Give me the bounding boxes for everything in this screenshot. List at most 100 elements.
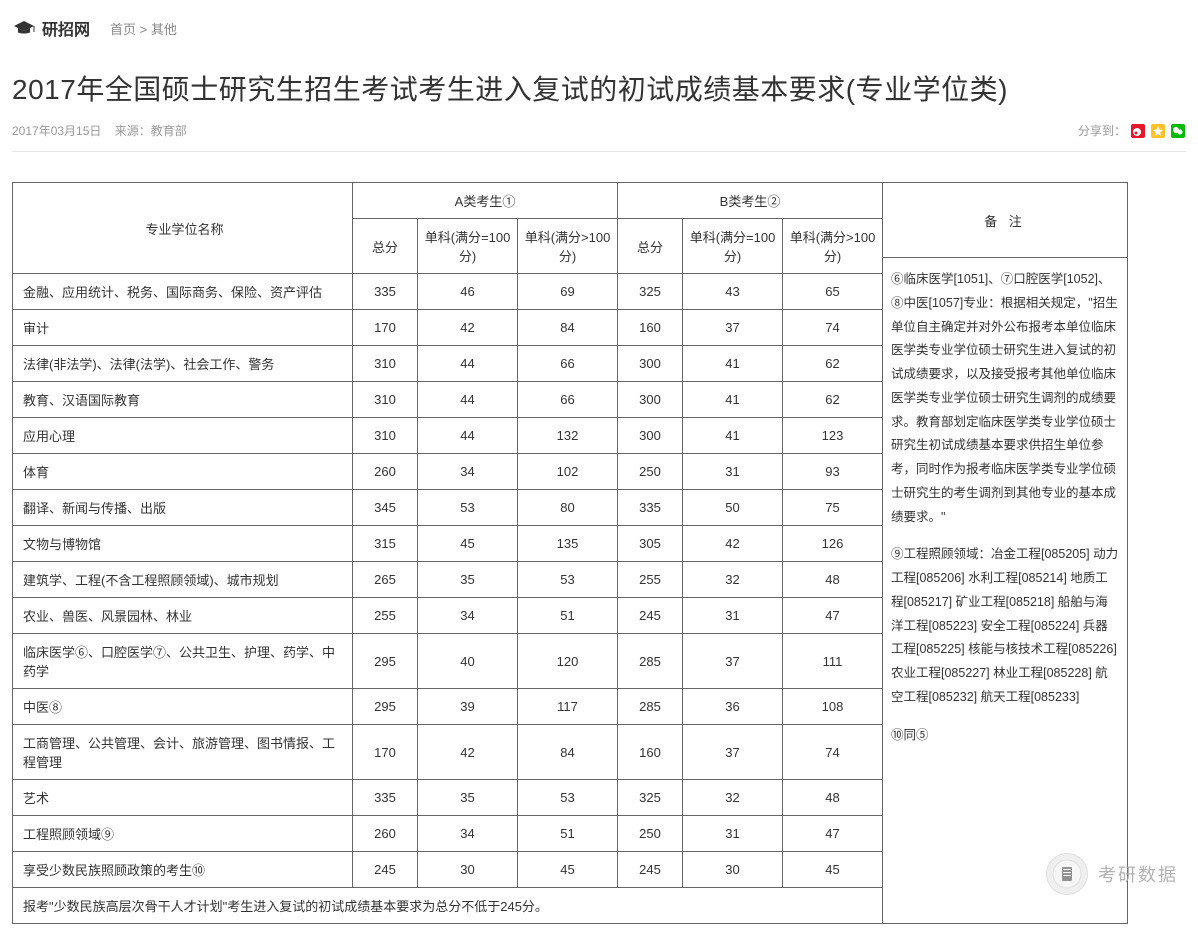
wechat-icon[interactable] (1170, 123, 1186, 139)
cell-b-sgt: 45 (783, 852, 883, 888)
cell-a-sgt: 69 (518, 274, 618, 310)
cell-b-s100: 32 (683, 780, 783, 816)
cell-b-sgt: 74 (783, 725, 883, 780)
breadcrumb: 首页 > 其他 (110, 19, 177, 38)
table-row: 金融、应用统计、税务、国际商务、保险、资产评估 335 46 69 325 43… (13, 274, 883, 310)
table-row: 临床医学⑥、口腔医学⑦、公共卫生、护理、药学、中药学 295 40 120 28… (13, 634, 883, 689)
cell-b-total: 255 (618, 562, 683, 598)
cell-b-total: 305 (618, 526, 683, 562)
cell-b-sgt: 65 (783, 274, 883, 310)
cell-a-s100: 45 (418, 526, 518, 562)
share-label: 分享到： (1078, 122, 1126, 139)
header-b-sub100: 单科(满分=100分) (683, 219, 783, 274)
cell-b-sgt: 75 (783, 490, 883, 526)
cell-b-s100: 31 (683, 816, 783, 852)
cell-name: 应用心理 (13, 418, 353, 454)
header-a-total: 总分 (353, 219, 418, 274)
cell-a-sgt: 117 (518, 689, 618, 725)
cell-a-s100: 34 (418, 454, 518, 490)
cell-b-total: 250 (618, 816, 683, 852)
table-row: 文物与博物馆 315 45 135 305 42 126 (13, 526, 883, 562)
cell-b-sgt: 74 (783, 310, 883, 346)
cell-name: 文物与博物馆 (13, 526, 353, 562)
cell-a-sgt: 53 (518, 562, 618, 598)
cell-b-total: 245 (618, 852, 683, 888)
cell-name: 临床医学⑥、口腔医学⑦、公共卫生、护理、药学、中药学 (13, 634, 353, 689)
header-a-sub100: 单科(满分=100分) (418, 219, 518, 274)
cell-a-sgt: 51 (518, 816, 618, 852)
header-name: 专业学位名称 (13, 183, 353, 274)
cell-a-s100: 44 (418, 346, 518, 382)
cell-a-total: 245 (353, 852, 418, 888)
cell-name: 艺术 (13, 780, 353, 816)
cell-a-sgt: 102 (518, 454, 618, 490)
cell-b-total: 300 (618, 418, 683, 454)
cell-a-s100: 30 (418, 852, 518, 888)
cell-b-total: 325 (618, 780, 683, 816)
header-a-subgt: 单科(满分>100分) (518, 219, 618, 274)
table-row: 农业、兽医、风景园林、林业 255 34 51 245 31 47 (13, 598, 883, 634)
cell-a-s100: 35 (418, 780, 518, 816)
cell-b-s100: 31 (683, 598, 783, 634)
table-row: 享受少数民族照顾政策的考生⑩ 245 30 45 245 30 45 (13, 852, 883, 888)
cell-a-sgt: 66 (518, 382, 618, 418)
cell-b-s100: 41 (683, 346, 783, 382)
cell-a-sgt: 66 (518, 346, 618, 382)
table-row: 工程照顾领域⑨ 260 34 51 250 31 47 (13, 816, 883, 852)
cell-name: 建筑学、工程(不含工程照顾领域)、城市规划 (13, 562, 353, 598)
table-row: 法律(非法学)、法律(法学)、社会工作、警务 310 44 66 300 41 … (13, 346, 883, 382)
cell-b-sgt: 111 (783, 634, 883, 689)
qzone-icon[interactable] (1150, 123, 1166, 139)
cell-a-total: 345 (353, 490, 418, 526)
header-b-subgt: 单科(满分>100分) (783, 219, 883, 274)
cell-a-total: 170 (353, 725, 418, 780)
cell-b-s100: 37 (683, 310, 783, 346)
cell-a-s100: 53 (418, 490, 518, 526)
cell-a-s100: 34 (418, 816, 518, 852)
cell-b-total: 160 (618, 725, 683, 780)
logo-section[interactable]: 研招网 (12, 16, 90, 40)
watermark: 考研数据 (1046, 853, 1178, 895)
share-section: 分享到： (1078, 122, 1186, 139)
cell-a-s100: 35 (418, 562, 518, 598)
cell-name: 中医⑧ (13, 689, 353, 725)
cell-a-s100: 39 (418, 689, 518, 725)
cell-b-s100: 30 (683, 852, 783, 888)
cell-a-total: 310 (353, 418, 418, 454)
cell-a-s100: 44 (418, 382, 518, 418)
cell-b-s100: 32 (683, 562, 783, 598)
cell-b-sgt: 62 (783, 382, 883, 418)
watermark-avatar-icon (1046, 853, 1088, 895)
cell-b-total: 335 (618, 490, 683, 526)
cell-b-s100: 41 (683, 382, 783, 418)
cell-b-sgt: 123 (783, 418, 883, 454)
notes-header: 备 注 (883, 183, 1127, 258)
cell-b-total: 300 (618, 346, 683, 382)
cell-a-total: 335 (353, 274, 418, 310)
cell-name: 享受少数民族照顾政策的考生⑩ (13, 852, 353, 888)
cell-a-sgt: 80 (518, 490, 618, 526)
breadcrumb-home[interactable]: 首页 (110, 22, 136, 37)
cell-b-total: 245 (618, 598, 683, 634)
cell-a-sgt: 53 (518, 780, 618, 816)
cell-b-sgt: 48 (783, 562, 883, 598)
cell-a-sgt: 132 (518, 418, 618, 454)
cell-b-sgt: 126 (783, 526, 883, 562)
score-table: 专业学位名称 A类考生① B类考生② 总分 单科(满分=100分) 单科(满分>… (12, 182, 883, 924)
table-row: 体育 260 34 102 250 31 93 (13, 454, 883, 490)
meta-left: 2017年03月15日 来源：教育部 (12, 122, 187, 139)
cell-a-total: 260 (353, 816, 418, 852)
header-nav: 研招网 首页 > 其他 (12, 10, 1186, 50)
cell-name: 金融、应用统计、税务、国际商务、保险、资产评估 (13, 274, 353, 310)
notes-body: ⑥临床医学[1051]、⑦口腔医学[1052]、⑧中医[1057]专业：根据相关… (883, 258, 1127, 771)
source-label: 来源： (115, 124, 151, 138)
page-title: 2017年全国硕士研究生招生考试考生进入复试的初试成绩基本要求(专业学位类) (12, 68, 1186, 108)
cell-a-s100: 42 (418, 310, 518, 346)
cell-b-s100: 42 (683, 526, 783, 562)
cell-b-total: 300 (618, 382, 683, 418)
cell-a-sgt: 84 (518, 310, 618, 346)
cell-name: 工程照顾领域⑨ (13, 816, 353, 852)
cell-a-s100: 44 (418, 418, 518, 454)
cell-name: 翻译、新闻与传播、出版 (13, 490, 353, 526)
weibo-icon[interactable] (1130, 123, 1146, 139)
